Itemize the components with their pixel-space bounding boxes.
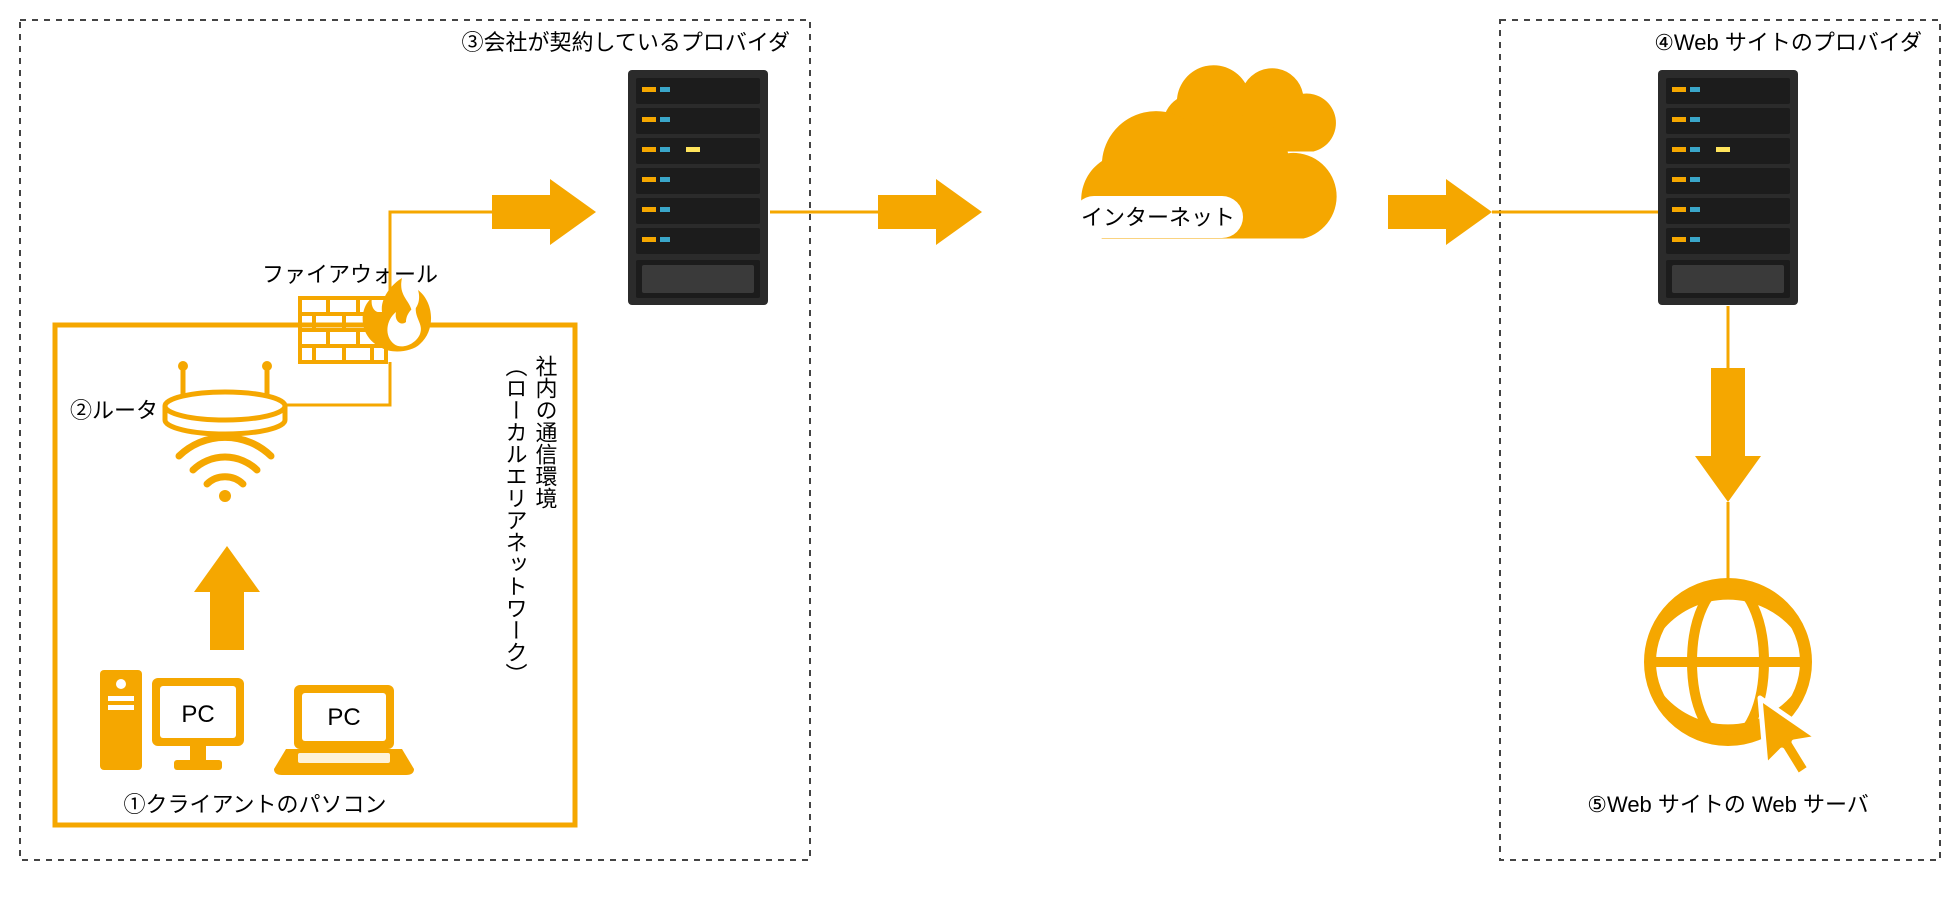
provider-company-label: ③会社が契約しているプロバイダ bbox=[462, 30, 790, 55]
provider-website-label: ④Web サイトのプロバイダ bbox=[1654, 30, 1922, 55]
arrow-pc-to-router bbox=[194, 546, 260, 650]
router-icon bbox=[165, 361, 285, 502]
lan-label-line2: （ローカルエリアネットワーク） bbox=[503, 355, 528, 685]
arrow-to-company-server bbox=[492, 179, 596, 245]
network-diagram: PC PC bbox=[0, 0, 1960, 900]
line-router-firewall bbox=[285, 362, 390, 405]
internet-label: インターネット bbox=[1081, 205, 1235, 230]
firewall-label: ファイアウォール bbox=[262, 262, 438, 287]
arrow-website-to-globe bbox=[1695, 368, 1761, 502]
router-label: ②ルータ bbox=[70, 398, 158, 423]
pc-desktop-icon bbox=[100, 670, 244, 770]
pc-laptop-icon bbox=[274, 685, 414, 775]
globe-icon bbox=[1650, 584, 1818, 776]
server-website-icon bbox=[1658, 70, 1798, 305]
server-company-icon bbox=[628, 70, 768, 305]
lan-label-line1: 社内の通信環境 bbox=[533, 355, 558, 509]
web-server-label: ⑤Web サイトの Web サーバ bbox=[1587, 792, 1869, 817]
firewall-icon bbox=[300, 278, 431, 362]
client-pc-label: ①クライアントのパソコン bbox=[123, 792, 386, 817]
arrow-company-to-internet bbox=[878, 179, 982, 245]
arrow-internet-to-website bbox=[1388, 179, 1492, 245]
